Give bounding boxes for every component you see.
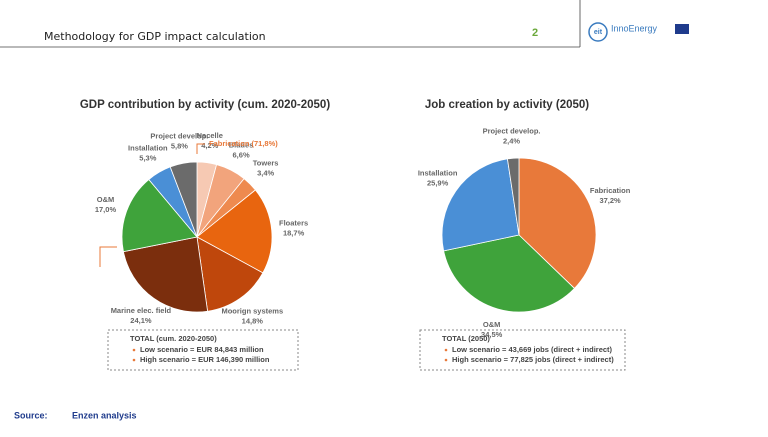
slice-value-label: 2,4% [503, 136, 520, 145]
slice-value-label: 24,1% [130, 316, 152, 325]
pie-slice [121, 178, 198, 253]
slice-value-label: 14,8% [242, 317, 264, 326]
page-number: 2 [532, 27, 538, 39]
note-box [107, 329, 299, 371]
pie-slice [196, 189, 273, 274]
slice-value-label: 4,2% [201, 141, 218, 150]
pie-slice [196, 236, 264, 312]
annotation: Fabrication (71,8%) [209, 139, 278, 148]
slice-label: Floaters [279, 218, 308, 227]
logo-text: InnoEnergy [611, 23, 658, 33]
slice-label: O&M [483, 320, 501, 329]
slice-value-label: 3,4% [257, 168, 274, 177]
slice-value-label: 18,7% [283, 228, 305, 237]
note-bullet [444, 358, 448, 362]
note-bullet [132, 358, 136, 362]
pie-slice [518, 157, 597, 289]
header-title: Methodology for GDP impact calculation [44, 30, 266, 43]
source-text: Enzen analysis [72, 410, 137, 420]
note-bullet [132, 348, 136, 352]
slice-label: O&M [97, 195, 115, 204]
pie-slice [169, 161, 198, 238]
slice-label: Blades [229, 141, 254, 150]
pie-slice [443, 234, 576, 313]
slice-value-label: 34,5% [481, 330, 503, 339]
slice-label: Nacelle [197, 131, 223, 140]
annotation-arrow [99, 246, 117, 267]
note-item: High scenario = EUR 146,390 million [140, 355, 270, 364]
eu-flag [675, 24, 689, 34]
slice-label: Marine elec. field [111, 306, 172, 315]
logo-eit: eit [594, 29, 603, 36]
pie-slice [122, 236, 209, 313]
slice-value-label: 17,0% [95, 205, 117, 214]
slice-label: Project develop. [483, 126, 541, 135]
annotation-bracket [196, 143, 205, 154]
note-box [419, 329, 626, 371]
slice-label: Installation [128, 143, 168, 152]
note-title: TOTAL (2050) [442, 334, 490, 343]
slice-label: Moorign systems [221, 307, 283, 316]
note-title: TOTAL (cum. 2020-2050) [130, 334, 217, 343]
note-item: Low scenario = EUR 84,843 million [140, 345, 264, 354]
note-item: High scenario = 77,825 jobs (direct + in… [452, 355, 614, 364]
note-bullet [444, 348, 448, 352]
slice-value-label: 6,6% [233, 151, 250, 160]
slice-value-label: 5,8% [171, 142, 188, 151]
chart-title: Job creation by activity (2050) [425, 99, 589, 111]
chart-title: GDP contribution by activity (cum. 2020-… [80, 99, 330, 111]
pie-slice [506, 157, 520, 236]
source-label: Source: [14, 410, 48, 420]
slice-label: Fabrication [590, 186, 631, 195]
slice-label: Installation [418, 169, 458, 178]
slice-value-label: 37,2% [599, 196, 621, 205]
slice-label: Project develop. [150, 132, 208, 141]
pie-slice [441, 158, 520, 252]
slice-value-label: 5,3% [139, 153, 156, 162]
note-item: Low scenario = 43,669 jobs (direct + ind… [452, 345, 613, 354]
logo-mark [588, 22, 608, 42]
slice-value-label: 25,9% [427, 179, 449, 188]
slice-label: Towers [253, 158, 279, 167]
